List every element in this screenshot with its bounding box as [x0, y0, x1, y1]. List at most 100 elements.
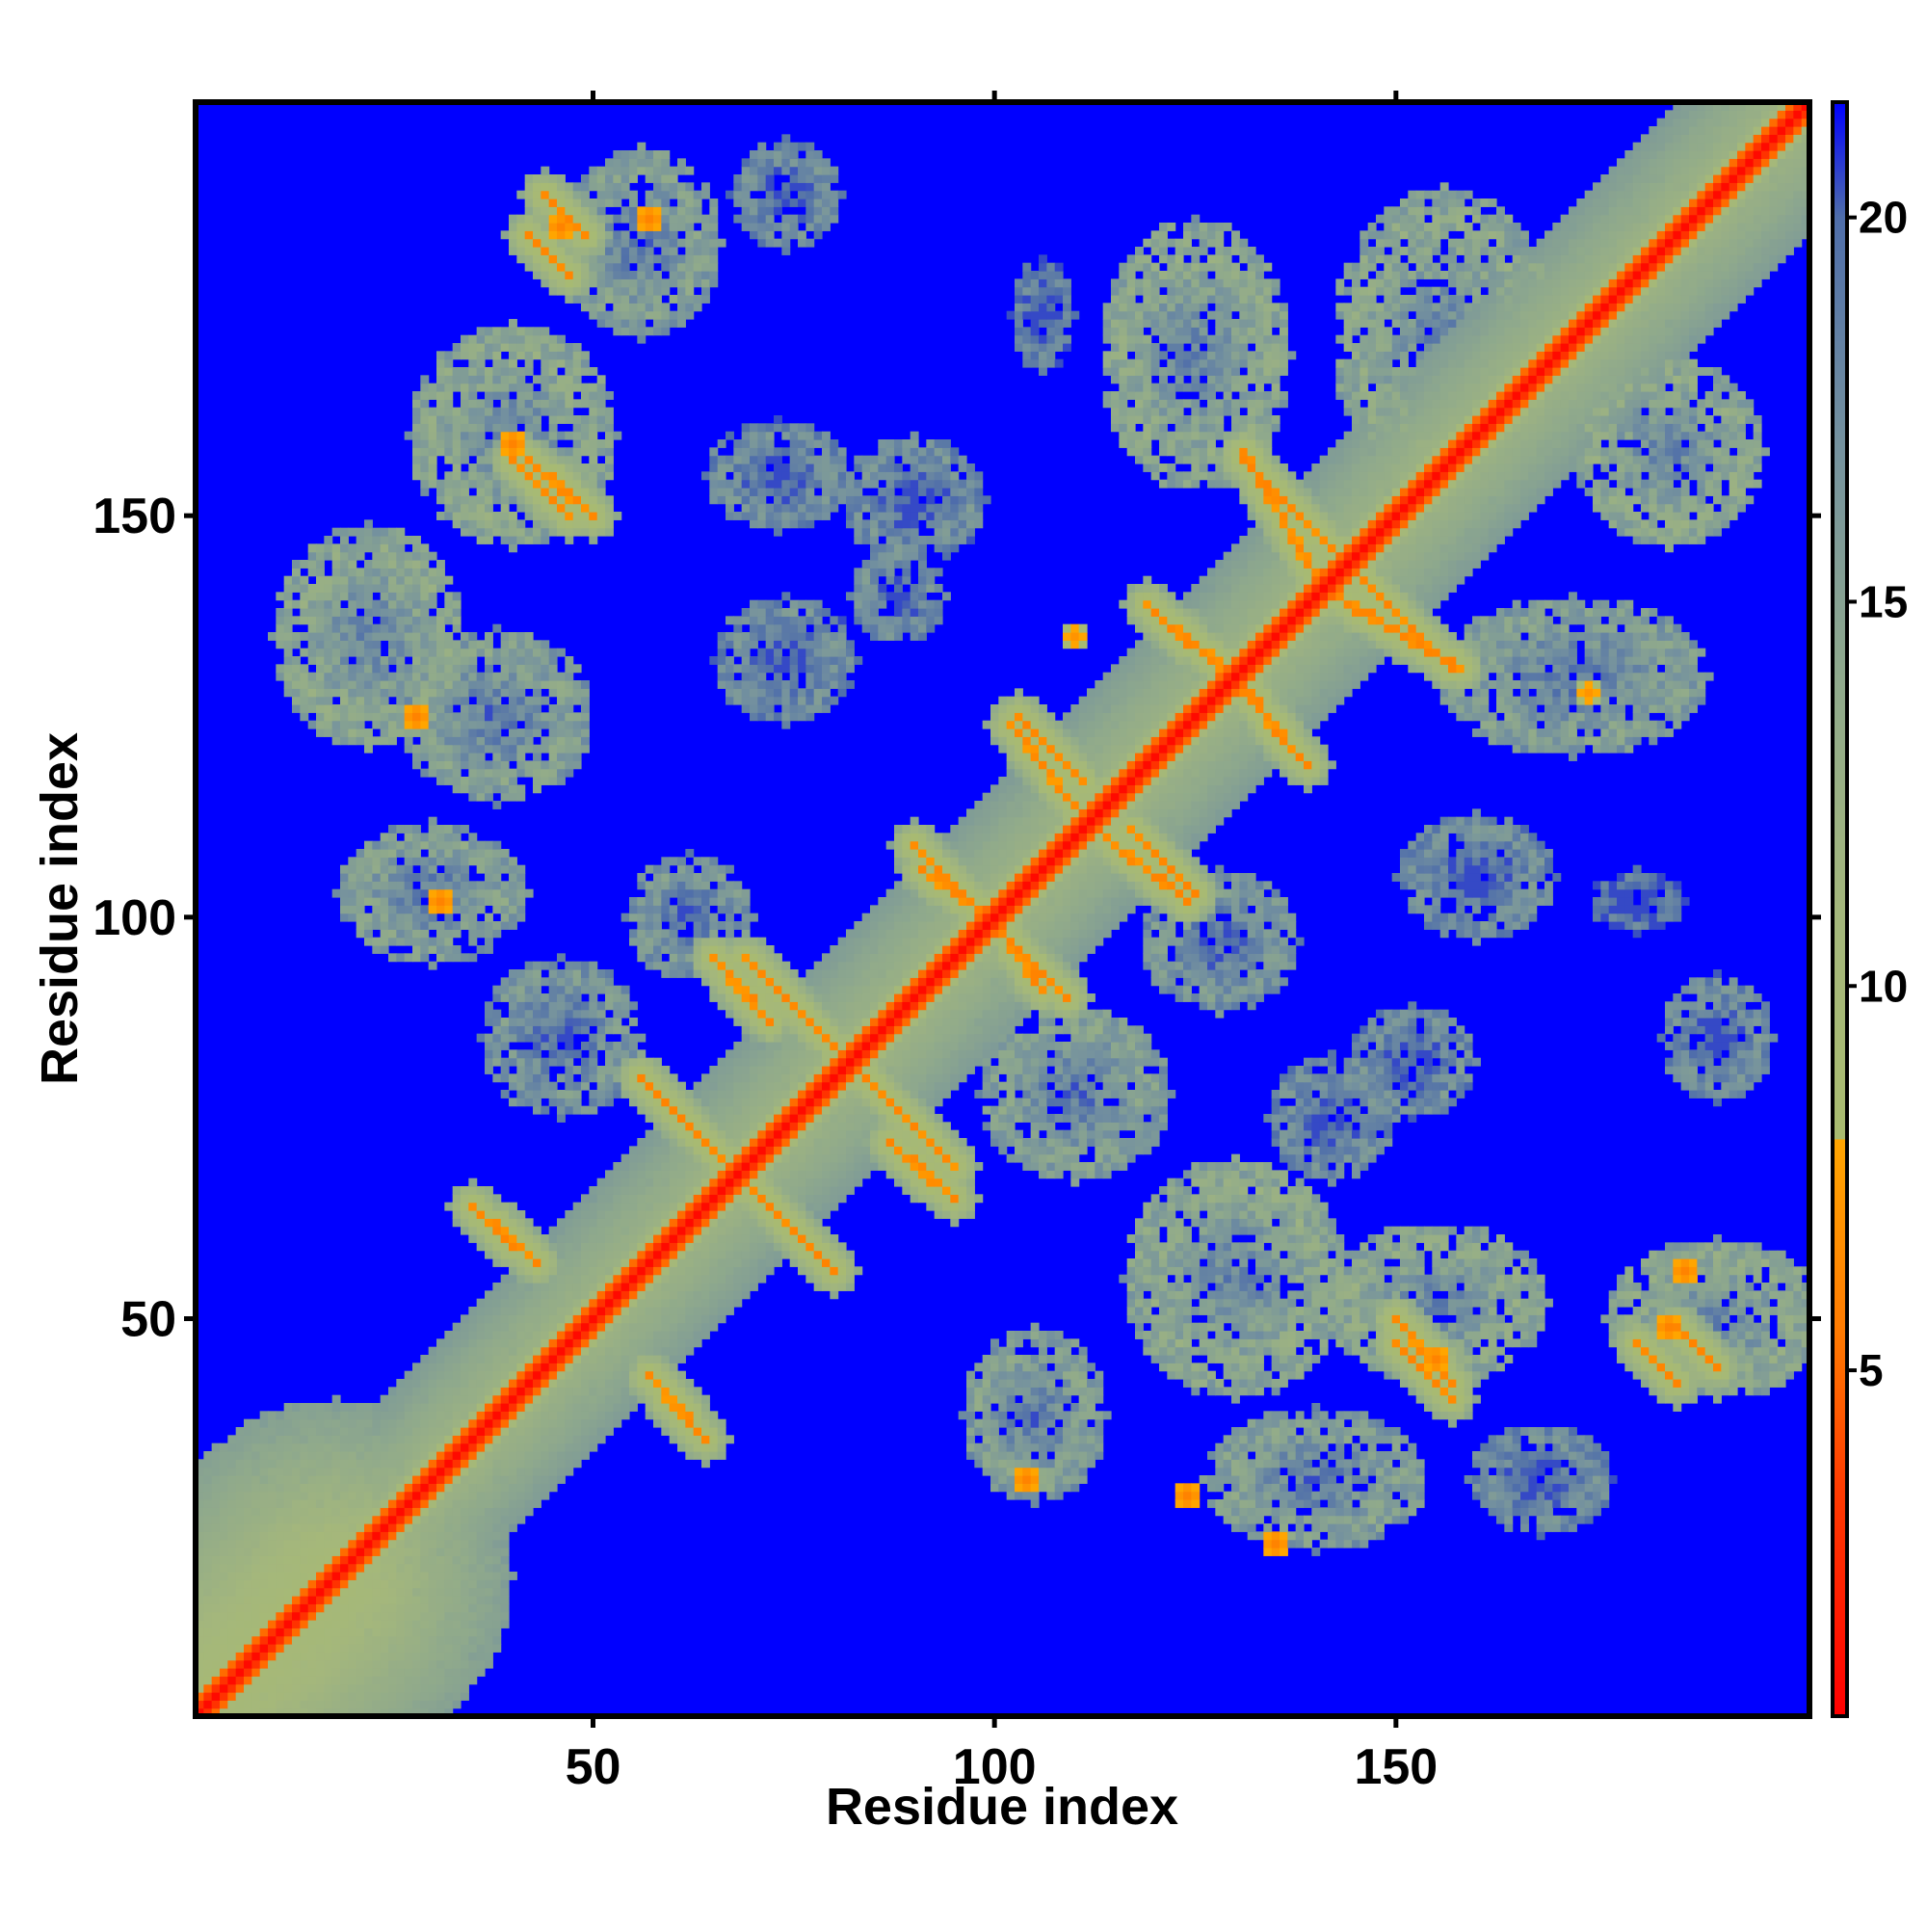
heatmap-cell: [516, 1218, 526, 1228]
heatmap-cell: [324, 1523, 333, 1532]
heatmap-cell: [1448, 1394, 1457, 1404]
heatmap-cell: [476, 1620, 486, 1628]
heatmap-cell: [1295, 1250, 1305, 1259]
heatmap-cell: [283, 1644, 293, 1653]
heatmap-cell: [500, 1603, 510, 1613]
heatmap-cell: [1343, 1483, 1353, 1493]
heatmap-cell: [404, 1707, 413, 1717]
heatmap-cell: [1384, 1226, 1393, 1235]
heatmap-cell: [596, 1266, 606, 1276]
heatmap-cell: [1247, 1363, 1256, 1372]
heatmap-cell: [613, 1403, 622, 1412]
heatmap-cell: [1280, 1507, 1288, 1517]
heatmap-cell: [1271, 1451, 1280, 1460]
heatmap-cell: [1304, 1194, 1312, 1204]
heatmap-cell: [420, 1403, 430, 1412]
heatmap-cell: [372, 1700, 382, 1709]
heatmap-cell: [372, 1611, 382, 1621]
heatmap-cell: [1641, 1258, 1650, 1267]
heatmap-cell: [372, 1435, 382, 1444]
heatmap-cell: [404, 1644, 413, 1653]
heatmap-cell: [974, 1418, 984, 1428]
heatmap-cell: [268, 1427, 277, 1436]
heatmap-cell: [203, 1652, 213, 1661]
heatmap-cell: [1560, 1467, 1570, 1476]
heatmap-cell: [485, 1307, 493, 1315]
heatmap-cell: [509, 1346, 517, 1356]
heatmap-cell: [500, 1307, 510, 1315]
heatmap-cell: [693, 1202, 702, 1211]
heatmap-cell: [1335, 1499, 1345, 1508]
heatmap-cell: [500, 1539, 510, 1548]
heatmap-cell: [1087, 1394, 1095, 1404]
heatmap-cell: [1311, 1250, 1321, 1259]
heatmap-cell: [452, 1515, 462, 1524]
heatmap-cell: [1689, 1346, 1698, 1356]
heatmap-cell: [629, 1387, 638, 1396]
heatmap-cell: [1408, 1363, 1417, 1372]
heatmap-cell: [572, 1274, 582, 1284]
heatmap-cell: [283, 1483, 293, 1493]
heatmap-cell: [324, 1548, 333, 1556]
heatmap-cell: [380, 1411, 389, 1420]
heatmap-cell: [276, 1676, 285, 1685]
heatmap-cell: [1239, 1427, 1249, 1436]
heatmap-cell: [1769, 1250, 1779, 1259]
heatmap-cell: [1295, 1442, 1305, 1452]
heatmap-cell: [1432, 1370, 1441, 1380]
heatmap-cell: [1280, 1379, 1288, 1388]
heatmap-cell: [1680, 1363, 1690, 1372]
heatmap-cell: [1488, 1274, 1497, 1284]
heatmap-cell: [581, 1322, 590, 1332]
heatmap-cell: [396, 1668, 406, 1677]
heatmap-cell: [1046, 1355, 1056, 1363]
heatmap-cell: [661, 1266, 671, 1276]
heatmap-cell: [461, 1435, 469, 1444]
heatmap-cell: [1167, 1234, 1176, 1243]
heatmap-cell: [1520, 1307, 1529, 1315]
heatmap-cell: [1777, 1258, 1786, 1267]
heatmap-cell: [709, 1186, 719, 1195]
heatmap-cell: [1391, 1499, 1401, 1508]
heatmap-cell: [292, 1507, 301, 1517]
heatmap-cell: [412, 1418, 421, 1428]
heatmap-cell: [1167, 1314, 1176, 1324]
heatmap-cell: [1737, 1322, 1746, 1332]
heatmap-cell: [1078, 1418, 1088, 1428]
heatmap-cell: [251, 1451, 261, 1460]
heatmap-cell: [645, 1226, 654, 1235]
heatmap-cell: [709, 1250, 719, 1259]
heatmap-cell: [380, 1523, 389, 1532]
heatmap-cell: [500, 1435, 510, 1444]
heatmap-cell: [581, 1427, 590, 1436]
heatmap-cell: [733, 1170, 743, 1179]
heatmap-cell: [211, 1579, 221, 1589]
heatmap-cell: [1777, 1266, 1786, 1276]
heatmap-cell: [1391, 1483, 1401, 1493]
heatmap-cell: [283, 1499, 293, 1508]
heatmap-cell: [629, 1394, 638, 1404]
heatmap-cell: [428, 1403, 437, 1412]
heatmap-cell: [830, 1202, 839, 1211]
heatmap-cell: [942, 1170, 951, 1179]
heatmap-cell: [557, 1307, 566, 1315]
heatmap-cell: [1263, 1250, 1273, 1259]
heatmap-cell: [1464, 1411, 1473, 1420]
heatmap-cell: [1777, 1363, 1786, 1372]
heatmap-cell: [1255, 1314, 1264, 1324]
heatmap-cell: [1295, 1467, 1305, 1476]
heatmap-cell: [629, 1355, 638, 1363]
heatmap-cell: [620, 1355, 630, 1363]
heatmap-cell: [1512, 1499, 1521, 1508]
heatmap-cell: [1656, 1307, 1666, 1315]
heatmap-cell: [572, 1338, 582, 1348]
heatmap-cell: [1175, 1355, 1184, 1363]
heatmap-cell: [476, 1587, 486, 1597]
heatmap-cell: [565, 1346, 574, 1356]
heatmap-cell: [589, 1290, 598, 1300]
heatmap-cell: [701, 1170, 710, 1179]
heatmap-cell: [251, 1563, 261, 1573]
heatmap-cell: [1175, 1283, 1184, 1291]
heatmap-cell: [1255, 1442, 1264, 1452]
heatmap-cell: [1328, 1499, 1336, 1508]
